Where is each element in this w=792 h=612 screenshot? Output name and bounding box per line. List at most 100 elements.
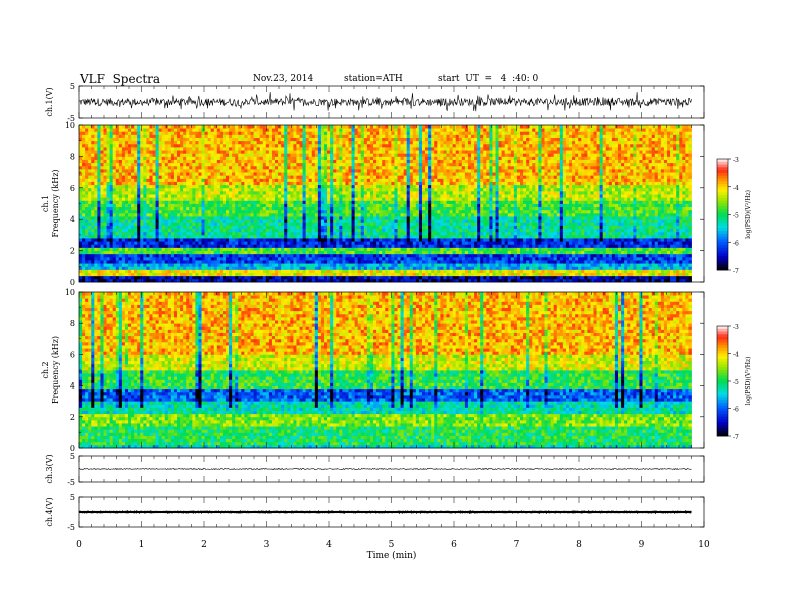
psd-cell xyxy=(360,244,365,248)
psd-cell xyxy=(253,263,258,267)
psd-cell xyxy=(82,228,86,233)
psd-cell xyxy=(440,244,444,248)
psd-cell xyxy=(213,219,218,223)
psd-cell xyxy=(477,256,481,261)
psd-cell xyxy=(97,203,101,208)
psd-cell xyxy=(271,219,276,223)
psd-cell xyxy=(192,241,196,245)
psd-cell xyxy=(492,260,496,264)
psd-cell xyxy=(648,244,653,248)
psd-cell xyxy=(183,225,187,230)
psd-cell xyxy=(376,206,380,211)
psd-cell xyxy=(278,272,282,277)
psd-cell xyxy=(143,253,147,258)
psd-cell xyxy=(330,263,334,267)
psd-cell xyxy=(418,244,423,248)
psd-cell xyxy=(584,241,588,245)
psd-cell xyxy=(186,219,190,223)
psd-cell xyxy=(642,219,646,223)
psd-cell xyxy=(262,228,267,233)
psd-cell xyxy=(458,244,463,248)
psd-cell xyxy=(510,256,515,261)
psd-cell xyxy=(79,216,83,220)
psd-cell xyxy=(415,272,420,277)
psd-cell xyxy=(342,272,346,277)
psd-cell xyxy=(232,275,236,280)
psd-cell xyxy=(235,228,239,233)
psd-cell xyxy=(590,275,594,280)
psd-cell xyxy=(207,228,212,233)
psd-cell xyxy=(464,244,469,248)
psd-cell xyxy=(195,231,199,236)
psd-cell xyxy=(513,228,518,233)
psd-cell xyxy=(290,203,294,208)
psd-cell xyxy=(287,238,291,242)
psd-cell xyxy=(373,272,377,277)
psd-cell xyxy=(685,234,689,239)
psd-cell xyxy=(369,275,374,280)
psd-cell xyxy=(210,216,215,220)
psd-cell xyxy=(170,266,175,270)
psd-cell xyxy=(467,278,472,283)
psd-cell xyxy=(284,209,288,214)
psd-cell xyxy=(336,250,340,255)
psd-cell xyxy=(348,231,352,236)
psd-cell xyxy=(575,222,579,226)
psd-cell xyxy=(458,206,463,211)
psd-cell xyxy=(651,278,656,283)
psd-cell xyxy=(428,225,432,230)
psd-cell xyxy=(112,225,117,230)
psd-cell xyxy=(339,228,343,233)
psd-cell xyxy=(431,244,435,248)
psd-cell xyxy=(682,278,686,283)
psd-cell xyxy=(256,244,261,248)
psd-cell xyxy=(605,275,610,280)
psd-cell xyxy=(287,203,291,208)
psd-cell xyxy=(311,216,316,220)
psd-cell xyxy=(663,272,668,277)
psd-cell xyxy=(535,253,539,258)
psd-cell xyxy=(124,272,129,277)
psd-cell xyxy=(618,275,622,280)
psd-cell xyxy=(173,247,178,251)
psd-cell xyxy=(281,209,285,214)
psd-cell xyxy=(360,228,365,233)
psd-cell xyxy=(293,231,297,236)
psd-cell xyxy=(333,231,337,236)
psd-cell xyxy=(657,269,662,273)
psd-cell xyxy=(608,216,613,220)
psd-cell xyxy=(663,275,668,280)
psd-cell xyxy=(455,260,460,264)
psd-cell xyxy=(397,238,401,242)
psd-cell xyxy=(79,250,83,255)
psd-cell xyxy=(437,263,441,267)
psd-cell xyxy=(106,244,111,248)
psd-cell xyxy=(256,228,261,233)
psd-cell xyxy=(265,209,270,214)
psd-cell xyxy=(210,250,215,255)
psd-cell xyxy=(79,206,83,211)
psd-cell xyxy=(348,266,352,270)
psd-cell xyxy=(213,272,218,277)
psd-cell xyxy=(516,263,521,267)
psd-cell xyxy=(311,222,316,226)
psd-cell xyxy=(636,206,640,211)
psd-cell xyxy=(201,263,205,267)
psd-cell xyxy=(455,234,460,239)
psd-cell xyxy=(256,219,261,223)
psd-cell xyxy=(464,269,469,273)
psd-cell xyxy=(642,238,646,242)
psd-cell xyxy=(115,241,120,245)
psd-cell xyxy=(498,222,503,226)
psd-cell xyxy=(229,234,233,239)
psd-cell xyxy=(158,234,163,239)
psd-cell xyxy=(403,269,408,273)
psd-cell xyxy=(452,231,457,236)
psd-cell xyxy=(213,278,218,283)
psd-cell xyxy=(418,272,423,277)
psd-cell xyxy=(324,234,328,239)
psd-cell xyxy=(569,247,573,251)
psd-cell xyxy=(189,275,193,280)
psd-cell xyxy=(639,206,643,211)
psd-cell xyxy=(317,253,322,258)
